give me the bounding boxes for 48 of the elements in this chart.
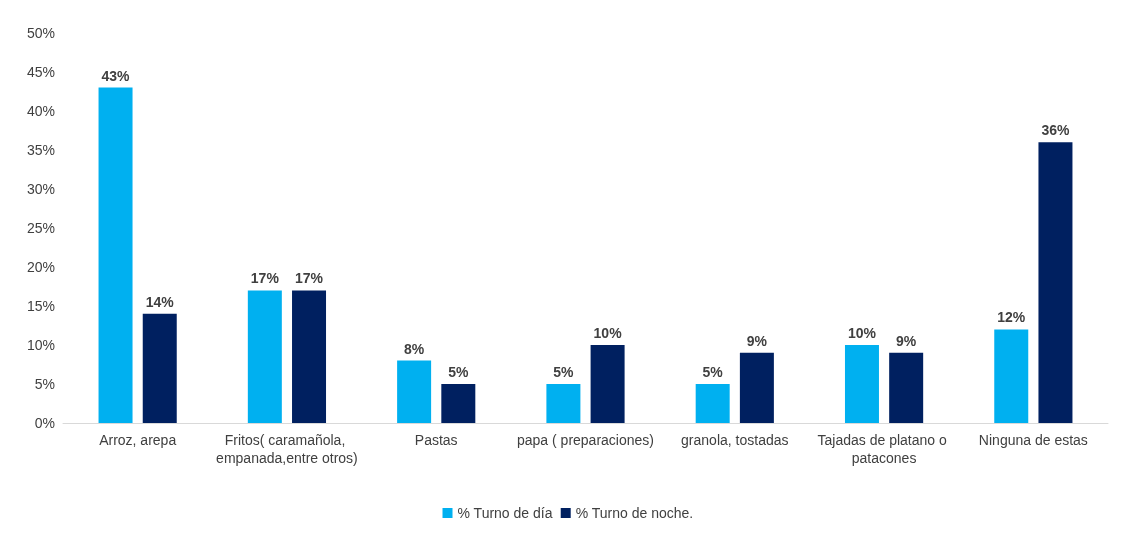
data-label: 36% — [1041, 122, 1071, 139]
x-tick-label: granola, tostadas — [681, 432, 789, 448]
x-tick-label: Pastas — [414, 432, 458, 448]
data-label: 8% — [404, 340, 425, 357]
data-label: 12% — [997, 309, 1026, 326]
x-tick-label: Tajadas de platano o patacones — [817, 432, 951, 466]
x-tick-label: Arroz, arepa — [99, 432, 177, 448]
data-label: 9% — [746, 332, 768, 349]
bar — [142, 313, 177, 423]
bar — [292, 290, 327, 423]
y-tick-label: 15% — [26, 298, 55, 314]
y-tick-label: 20% — [26, 259, 55, 275]
data-label: 9% — [896, 332, 917, 349]
data-label: 17% — [250, 270, 280, 287]
data-label: 14% — [145, 293, 175, 310]
data-label: 5% — [448, 364, 469, 380]
data-label: 5% — [553, 364, 575, 380]
bar — [441, 384, 476, 423]
x-tick-label: papa ( preparaciones) — [517, 432, 654, 448]
bar — [844, 345, 879, 423]
data-label: 5% — [702, 364, 724, 380]
y-tick-label: 5% — [34, 376, 55, 392]
bar — [1038, 142, 1073, 423]
y-tick-label: 40% — [26, 103, 55, 119]
bar — [546, 384, 581, 423]
bar — [98, 87, 133, 423]
bar — [397, 360, 432, 423]
bar — [739, 352, 774, 423]
data-label: 10% — [847, 325, 877, 341]
y-tick-label: 0% — [34, 415, 55, 431]
y-tick-label: 25% — [26, 220, 55, 236]
bar — [889, 352, 924, 423]
legend-label: % Turno de noche. — [575, 505, 694, 521]
legend-label: % Turno de día — [457, 505, 553, 521]
y-tick-label: 35% — [26, 142, 55, 158]
x-tick-label: Ninguna de estas — [978, 432, 1088, 448]
y-tick-label: 45% — [26, 64, 55, 80]
data-label: 17% — [295, 270, 324, 287]
x-tick-label: Fritos( caramañola, empanada,entre otros) — [216, 432, 358, 466]
bar — [247, 290, 282, 423]
data-label: 10% — [593, 325, 623, 341]
y-tick-label: 30% — [26, 181, 55, 197]
bar — [994, 329, 1029, 423]
bar — [590, 345, 625, 423]
y-tick-label: 10% — [26, 337, 55, 353]
y-tick-label: 50% — [26, 25, 55, 41]
bar — [695, 384, 730, 423]
data-label: 43% — [101, 67, 131, 84]
